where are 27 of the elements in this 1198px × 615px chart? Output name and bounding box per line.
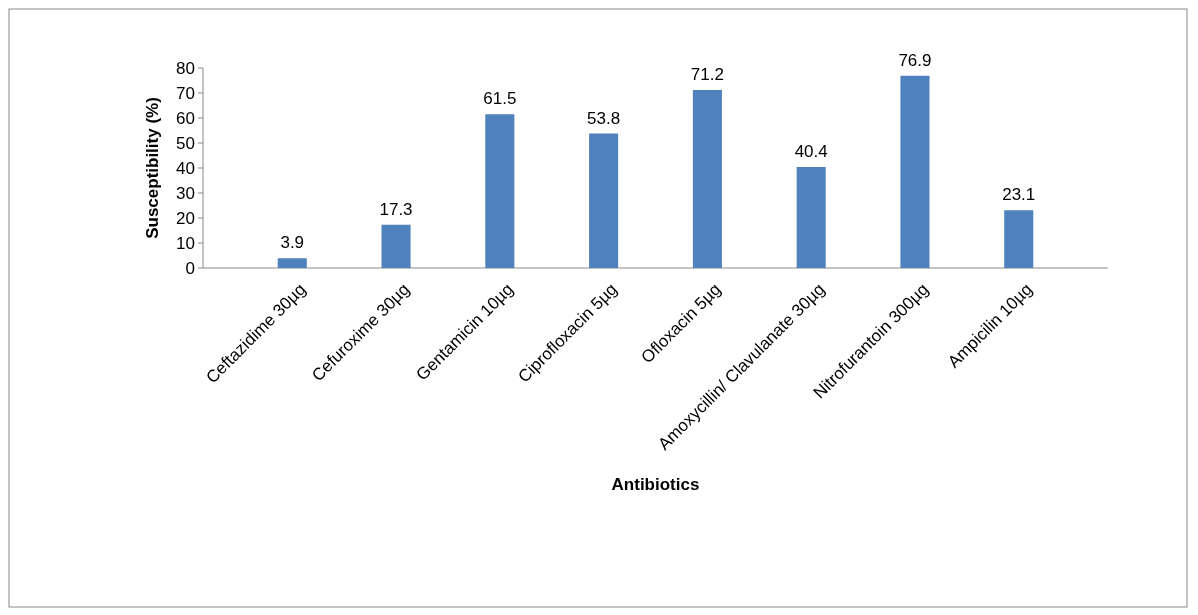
- data-label: 71.2: [690, 65, 724, 84]
- bar: [692, 90, 722, 268]
- bar: [485, 114, 515, 268]
- bar: [1004, 210, 1034, 268]
- y-tick-label: 10: [176, 233, 195, 253]
- y-tick-label: 40: [176, 158, 195, 178]
- bar: [277, 258, 307, 268]
- y-tick-label: 60: [176, 108, 195, 128]
- y-tick-label: 80: [176, 58, 195, 78]
- y-tick-label: 30: [176, 183, 195, 203]
- data-label: 40.4: [794, 142, 828, 161]
- y-tick-label: 70: [176, 83, 195, 103]
- y-tick-label: 20: [176, 208, 195, 228]
- bar: [900, 75, 930, 268]
- data-label: 53.8: [587, 108, 621, 128]
- y-tick-label: 0: [185, 258, 195, 278]
- data-label: 61.5: [483, 89, 517, 109]
- y-tick-label: 50: [176, 133, 195, 153]
- data-label: 17.3: [379, 199, 413, 219]
- bar: [381, 224, 411, 268]
- bar: [796, 167, 826, 268]
- data-label: 23.1: [1002, 185, 1036, 205]
- x-axis-title: Antibiotics: [611, 475, 700, 494]
- y-axis-title: Susceptibility (%): [143, 97, 162, 239]
- bar: [589, 133, 619, 268]
- data-label: 3.9: [280, 233, 305, 253]
- data-label: 76.9: [898, 50, 932, 70]
